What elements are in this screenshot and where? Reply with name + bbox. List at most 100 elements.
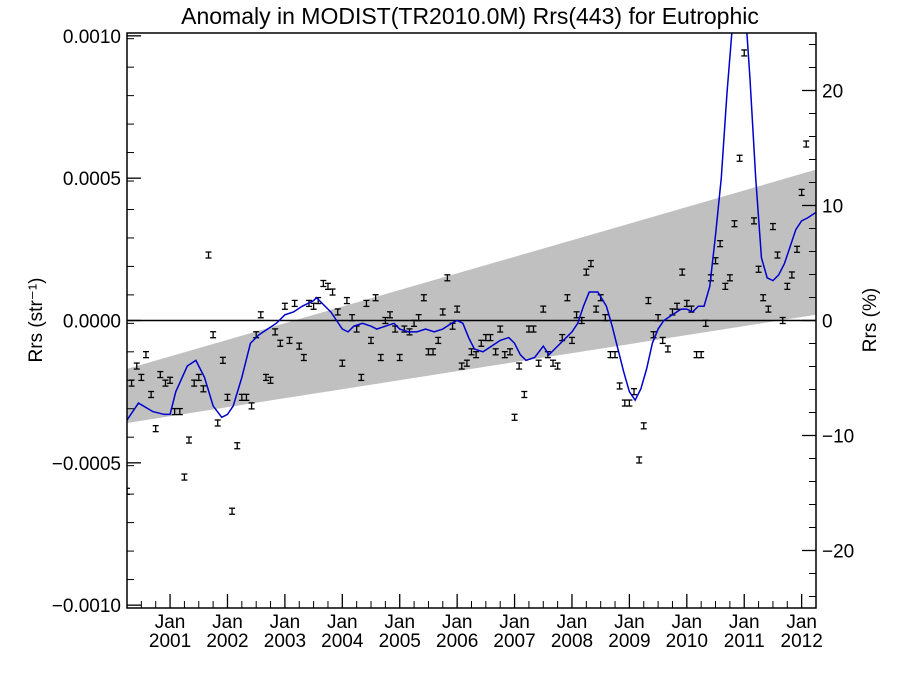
anomaly-point (788, 271, 795, 279)
y-right-tick-label: 0 (822, 312, 833, 333)
x-tick-month-label: Jan (671, 612, 702, 633)
x-tick-year-label: 2008 (551, 631, 593, 652)
anomaly-point (593, 305, 600, 313)
chart-title: Anomaly in MODIST(TR2010.0M) Rrs(443) fo… (181, 3, 759, 29)
anomaly-point (430, 348, 437, 356)
anomaly-point (511, 413, 518, 421)
anomaly-point (262, 373, 269, 382)
anomaly-point (564, 294, 571, 302)
anomaly-point (296, 342, 303, 350)
anomaly-point (300, 353, 307, 362)
anomaly-point (726, 274, 733, 282)
anomaly-point (358, 373, 365, 382)
x-tick-month-label: Jan (155, 612, 186, 633)
anomaly-point (640, 422, 647, 430)
x-tick-year-label: 2004 (321, 631, 364, 652)
x-tick-year-label: 2003 (264, 631, 306, 652)
x-tick-month-label: Jan (729, 612, 760, 633)
anomaly-point (267, 376, 274, 384)
x-tick-month-label: Jan (327, 612, 358, 633)
anomaly-point (363, 299, 370, 308)
anomaly-point (368, 336, 375, 345)
anomaly-point (454, 305, 461, 313)
x-tick-year-label: 2001 (149, 631, 191, 652)
y-left-tick-label: 0.0000 (63, 312, 121, 333)
anomaly-point (210, 331, 217, 339)
anomaly-point (679, 268, 686, 276)
anomaly-point (765, 305, 772, 313)
anomaly-point (741, 49, 748, 57)
anomaly-point (444, 274, 451, 282)
anomaly-point (219, 356, 226, 365)
anomaly-point (243, 393, 250, 402)
anomaly-point (487, 333, 494, 342)
x-tick-year-label: 2010 (666, 631, 708, 652)
anomaly-point (583, 268, 590, 276)
anomaly-point (224, 393, 231, 402)
y-axis-left-label: Rrs (str⁻¹) (26, 278, 47, 363)
anomaly-point (630, 388, 637, 396)
anomaly-point (554, 362, 561, 370)
anomaly-point (349, 314, 356, 322)
y-right-tick-label: −10 (822, 427, 854, 448)
anomaly-point (396, 353, 403, 362)
anomaly-point (650, 331, 657, 339)
x-tick-month-label: Jan (442, 612, 473, 633)
anomaly-point (755, 265, 762, 273)
anomaly-point (257, 311, 264, 319)
x-tick-year-label: 2006 (436, 631, 478, 652)
anomaly-point (736, 154, 743, 162)
anomaly-point (497, 325, 504, 333)
y-axis-right-label: Rrs (%) (860, 288, 881, 352)
anomaly-point (492, 348, 499, 356)
anomaly-point (664, 345, 671, 353)
anomaly-point (386, 311, 393, 319)
anomaly-point (621, 399, 628, 407)
anomaly-point (343, 296, 350, 305)
anomaly-point (587, 259, 594, 268)
anomaly-point (372, 294, 379, 302)
anomaly-point (607, 351, 614, 359)
anomaly-point (277, 339, 284, 347)
y-left-tick-label: −0.0005 (52, 454, 121, 475)
anomaly-point (784, 282, 791, 290)
anomaly-point (415, 314, 422, 322)
anomaly-point (774, 251, 781, 259)
anomaly-point (659, 336, 666, 345)
anomaly-point (439, 308, 446, 316)
x-tick-month-label: Jan (557, 612, 588, 633)
anomaly-point (550, 359, 557, 367)
anomaly-point (698, 351, 705, 359)
anomaly-point (186, 436, 193, 444)
x-tick-month-label: Jan (270, 612, 301, 633)
anomaly-point (674, 302, 681, 310)
anomaly-point (803, 140, 810, 148)
anomaly-point (167, 376, 174, 384)
anomaly-point (798, 188, 805, 197)
trend-band (127, 169, 816, 423)
anomaly-point (377, 353, 384, 362)
anomaly-point (339, 359, 346, 367)
x-tick-month-label: Jan (212, 612, 243, 633)
x-tick-year-label: 2012 (781, 631, 823, 652)
anomaly-point (205, 251, 212, 259)
anomaly-point (722, 282, 729, 290)
anomaly-point (612, 351, 619, 359)
anomaly-point (645, 296, 652, 305)
anomaly-point (794, 245, 801, 253)
anomaly-point (702, 319, 709, 327)
anomaly-point (272, 328, 279, 336)
anomaly-point (540, 305, 547, 313)
y-left-tick-label: 0.0005 (63, 169, 121, 190)
y-right-tick-label: 20 (822, 82, 843, 103)
x-tick-year-label: 2002 (206, 631, 248, 652)
anomaly-point (148, 390, 155, 399)
anomaly-point (779, 316, 786, 325)
anomaly-point (530, 325, 537, 333)
anomaly-point (162, 379, 169, 387)
anomaly-point (334, 308, 341, 316)
x-tick-month-label: Jan (614, 612, 645, 633)
y-left-tick-label: 0.0010 (63, 27, 121, 48)
anomaly-point (655, 314, 662, 322)
